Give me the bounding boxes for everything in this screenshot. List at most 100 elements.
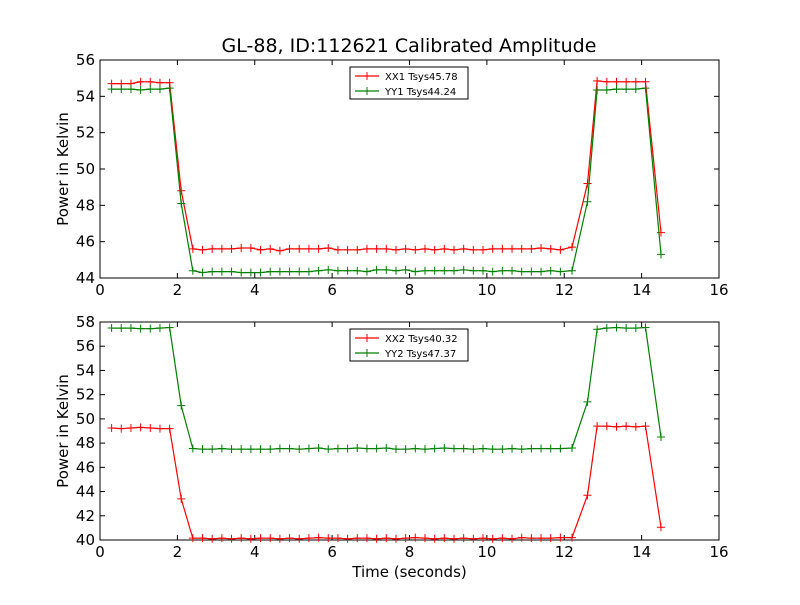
data-point <box>188 244 197 253</box>
data-point <box>459 534 468 543</box>
data-point <box>333 245 342 254</box>
data-point <box>314 443 323 452</box>
data-point <box>583 491 592 500</box>
x-tick-label: 12 <box>555 543 574 561</box>
data-point <box>567 533 576 542</box>
data-point <box>372 534 381 543</box>
x-tick-label: 10 <box>477 281 496 299</box>
data-point <box>537 244 546 253</box>
legend-entry: XX1 Tsys45.78 <box>385 72 458 83</box>
data-point <box>411 245 420 254</box>
data-point <box>285 267 294 276</box>
data-point <box>266 534 275 543</box>
data-point <box>537 444 546 453</box>
data-point <box>459 265 468 274</box>
data-point <box>508 244 517 253</box>
data-point <box>295 445 304 454</box>
data-point <box>217 534 226 543</box>
data-point <box>237 244 246 253</box>
data-point <box>498 534 507 543</box>
y-tick-label: 58 <box>76 313 95 331</box>
data-point <box>362 444 371 453</box>
data-point <box>391 266 400 275</box>
data-point <box>527 534 536 543</box>
data-point <box>362 267 371 276</box>
data-point <box>217 267 226 276</box>
data-point <box>353 443 362 452</box>
data-point <box>602 422 611 431</box>
y-tick-label: 54 <box>76 361 95 379</box>
data-point <box>382 534 391 543</box>
x-tick-label: 4 <box>250 543 260 561</box>
data-point <box>285 534 294 543</box>
data-point <box>556 267 565 276</box>
data-point <box>146 324 155 333</box>
data-point <box>440 266 449 275</box>
data-point <box>411 533 420 542</box>
data-point <box>237 534 246 543</box>
x-tick-label: 2 <box>173 543 183 561</box>
data-point <box>527 244 536 253</box>
data-point <box>217 444 226 453</box>
data-point <box>656 228 665 237</box>
data-point <box>517 533 526 542</box>
data-point <box>527 267 536 276</box>
data-point <box>498 445 507 454</box>
data-point <box>631 324 640 333</box>
data-point <box>343 444 352 453</box>
data-point <box>556 533 565 542</box>
data-point <box>117 324 126 333</box>
data-point <box>227 534 236 543</box>
data-point <box>656 523 665 532</box>
data-point <box>440 443 449 452</box>
data-point <box>198 245 207 254</box>
data-point <box>631 77 640 86</box>
data-point <box>314 266 323 275</box>
legend-box <box>349 328 469 362</box>
data-point <box>382 265 391 274</box>
data-point <box>508 534 517 543</box>
data-point <box>126 324 135 333</box>
data-point <box>469 534 478 543</box>
data-point <box>314 244 323 253</box>
data-point <box>227 244 236 253</box>
data-point <box>593 325 602 334</box>
data-point <box>391 445 400 454</box>
data-point <box>155 424 164 433</box>
data-point <box>479 245 488 254</box>
data-point <box>177 494 186 503</box>
data-point <box>479 534 488 543</box>
data-point <box>146 77 155 86</box>
legend: XX2 Tsys40.32 YY2 Tsys47.37 <box>349 328 469 362</box>
data-point <box>136 85 145 94</box>
data-point <box>391 245 400 254</box>
x-tick-label: 8 <box>405 543 415 561</box>
data-point <box>382 244 391 253</box>
data-point <box>295 267 304 276</box>
data-point <box>275 246 284 255</box>
data-point <box>266 267 275 276</box>
legend-entry: XX2 Tsys40.32 <box>385 334 458 345</box>
y-tick-label: 46 <box>76 458 95 476</box>
data-point <box>449 444 458 453</box>
data-point <box>107 85 116 94</box>
data-point <box>656 433 665 442</box>
data-point <box>593 422 602 431</box>
data-point <box>343 266 352 275</box>
data-point <box>449 245 458 254</box>
data-point <box>508 444 517 453</box>
y-tick-label: 52 <box>76 386 95 404</box>
data-point <box>177 186 186 195</box>
data-point <box>488 244 497 253</box>
legend-entry: YY1 Tsys44.24 <box>384 87 456 98</box>
data-point <box>391 534 400 543</box>
y-tick-label: 44 <box>76 269 95 287</box>
data-point <box>583 397 592 406</box>
data-point <box>498 266 507 275</box>
x-tick-label: 10 <box>477 543 496 561</box>
data-point <box>641 323 650 332</box>
data-point <box>256 245 265 254</box>
data-point <box>333 266 342 275</box>
